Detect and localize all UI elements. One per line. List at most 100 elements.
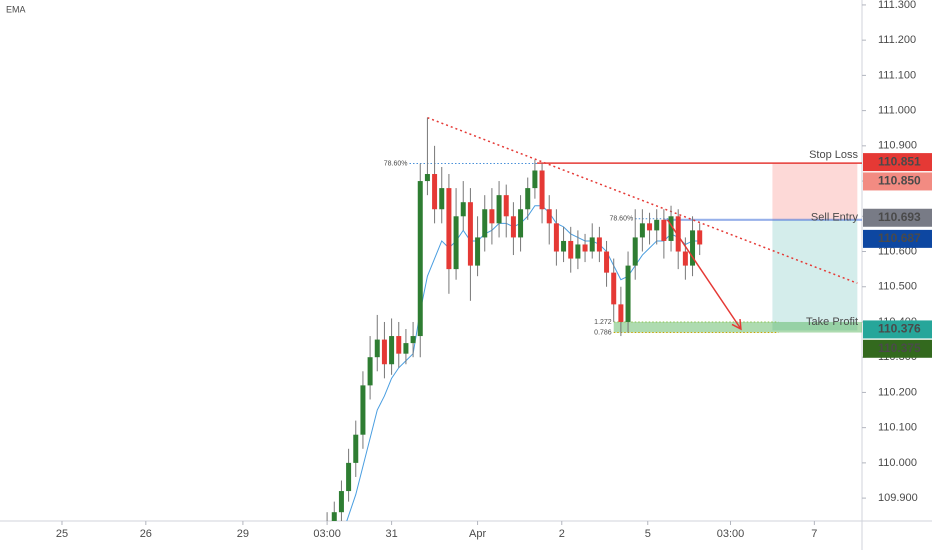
candle-body (546, 209, 552, 224)
sell-entry-label: Sell Entry (811, 212, 859, 224)
candle-body (611, 272, 617, 305)
trendline (427, 116, 858, 284)
candle-body (690, 230, 696, 266)
candle-body (532, 170, 538, 189)
candle-body (460, 202, 466, 217)
x-tick-label: 5 (645, 528, 651, 540)
price-tag (863, 153, 932, 172)
price-tag (863, 172, 932, 191)
candle-body (632, 237, 638, 266)
candle-body (539, 170, 545, 210)
candle-body (331, 512, 337, 521)
x-tick-label: 25 (56, 528, 68, 540)
candle-body (525, 188, 531, 210)
y-tick-label: 110.000 (878, 457, 917, 469)
price-tag-label: 110.693 (878, 210, 921, 224)
candle-body (639, 223, 645, 238)
candle-body (503, 195, 509, 217)
candle-body (489, 209, 495, 224)
indicator-label: EMA (6, 4, 26, 14)
y-tick-label: 110.600 (878, 245, 917, 257)
x-tick-label: 29 (237, 528, 249, 540)
price-tag (863, 229, 932, 248)
price-tag (863, 208, 932, 227)
y-tick-label: 110.200 (878, 386, 917, 398)
candle-body (410, 336, 416, 344)
candle-body (467, 202, 473, 266)
candle-body (432, 174, 438, 210)
candle-body (596, 237, 602, 252)
fib-label: 1.272 (594, 319, 612, 326)
candle-body (568, 240, 574, 259)
y-tick-label: 111.100 (878, 69, 916, 81)
candle-body (389, 336, 395, 365)
candle-body (338, 491, 344, 513)
y-tick-label: 111.300 (878, 0, 916, 11)
candle-body (396, 336, 402, 354)
price-tag-label: 110.851 (878, 154, 921, 168)
candle-body (482, 209, 488, 238)
y-tick-label: 111.200 (878, 34, 916, 46)
candle-body (367, 357, 373, 386)
candle-body (575, 244, 581, 259)
candle-body (647, 223, 653, 231)
price-tag-label: 110.375 (878, 341, 921, 355)
candle-body (424, 174, 430, 182)
candle-body (381, 339, 387, 365)
candle-body (654, 219, 660, 231)
y-tick-label: 110.500 (878, 281, 917, 293)
price-tag-label: 110.376 (878, 322, 921, 336)
plot-area: 78.60% 78.60% 1.272 0.786 Stop Loss Sell Entr… (326, 116, 862, 521)
candle-body (697, 230, 703, 245)
candle-body (353, 434, 359, 463)
x-tick-label: 03:00 (717, 528, 745, 540)
reward-zone (772, 219, 858, 331)
x-tick-label: 7 (811, 528, 817, 540)
candle-body (475, 237, 481, 266)
y-tick-label: 109.900 (878, 492, 918, 504)
risk-zone (772, 163, 858, 220)
candle-body (360, 385, 366, 435)
sell-entry-zone (663, 218, 862, 221)
candle-body (582, 244, 588, 252)
candle-body (668, 216, 674, 241)
fib-label: 0.786 (594, 329, 612, 336)
candle-body (604, 251, 610, 273)
candle-body (439, 188, 445, 210)
fib-label: 78.60% (384, 160, 408, 167)
y-tick-label: 110.900 (878, 140, 917, 152)
x-tick-label: Apr (469, 528, 486, 540)
x-tick-label: 2 (559, 528, 565, 540)
candle-body (625, 265, 631, 322)
price-tag-label: 110.850 (878, 174, 921, 188)
x-tick-label: 03:00 (313, 528, 341, 540)
candle-body (553, 223, 559, 252)
arrow-head (731, 318, 742, 331)
candle-body (682, 251, 688, 266)
price-tag-label: 110.687 (878, 231, 921, 245)
candle-body (346, 462, 352, 492)
candle-body (417, 181, 423, 337)
candle-body (561, 240, 567, 252)
x-tick-label: 31 (385, 528, 397, 540)
y-tick-label: 110.100 (878, 422, 917, 434)
fib-label: 78.60% (609, 216, 633, 223)
candle-body (661, 219, 667, 241)
arrow (666, 219, 742, 330)
candle-body (453, 216, 459, 270)
price-tag (863, 339, 932, 358)
candle-body (518, 209, 524, 238)
y-tick-label: 111.000 (878, 105, 916, 117)
candle-body (403, 343, 409, 354)
candle-body (589, 237, 595, 252)
candle-body (510, 216, 516, 238)
candle-body (675, 216, 681, 252)
candle-body (374, 339, 380, 358)
take-profit-label: Take Profit (806, 316, 858, 328)
candle-body (496, 195, 502, 224)
stop-loss-label: Stop Loss (809, 149, 858, 161)
price-tag (863, 320, 932, 339)
x-tick-label: 26 (140, 528, 152, 540)
